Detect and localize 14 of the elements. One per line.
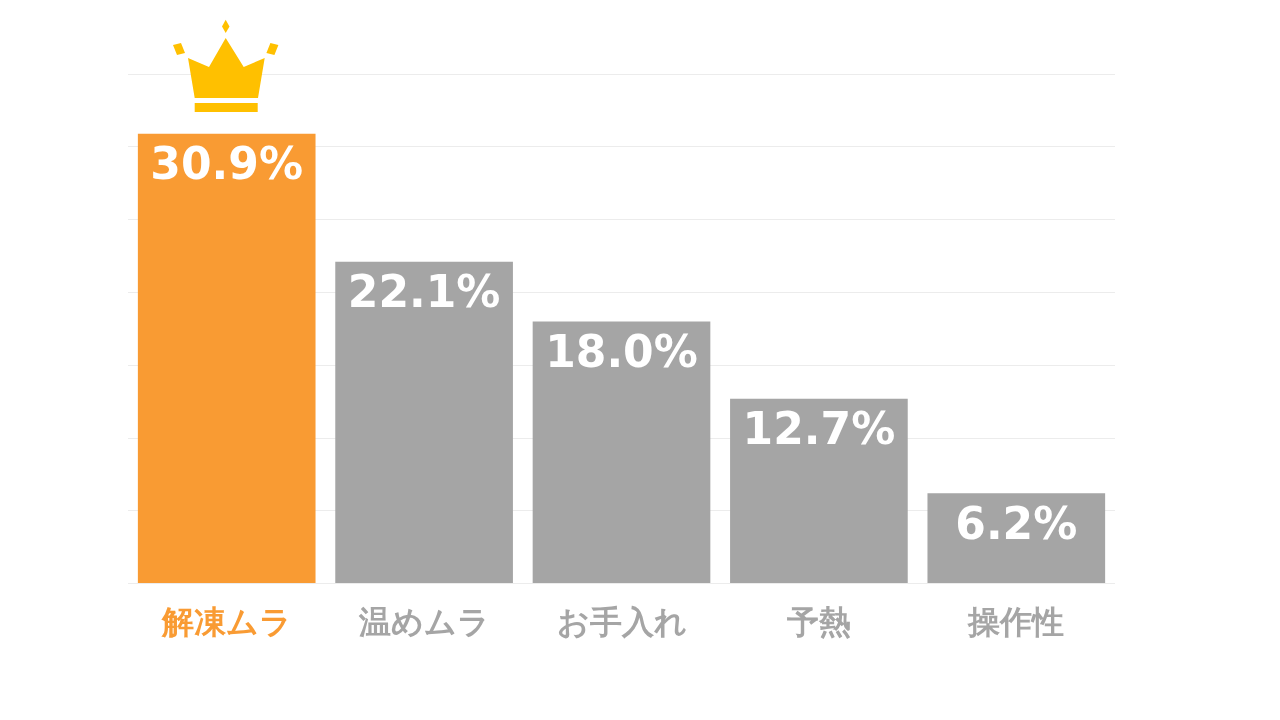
x-tick-label: 温めムラ bbox=[357, 603, 490, 642]
bar bbox=[532, 321, 711, 584]
data-label: 12.7% bbox=[742, 403, 896, 455]
bar bbox=[335, 261, 513, 584]
x-tick-label: 予熱 bbox=[785, 603, 851, 642]
bar bbox=[730, 398, 908, 584]
data-label: 30.9% bbox=[150, 138, 304, 190]
x-tick-label: お手入れ bbox=[556, 603, 687, 642]
data-label: 22.1% bbox=[347, 266, 501, 318]
data-label: 18.0% bbox=[545, 325, 698, 377]
data-label: 6.2% bbox=[955, 497, 1078, 549]
x-tick-label: 解凍ムラ bbox=[160, 603, 292, 642]
bar bbox=[137, 133, 316, 584]
x-tick-label: 操作性 bbox=[967, 603, 1065, 642]
